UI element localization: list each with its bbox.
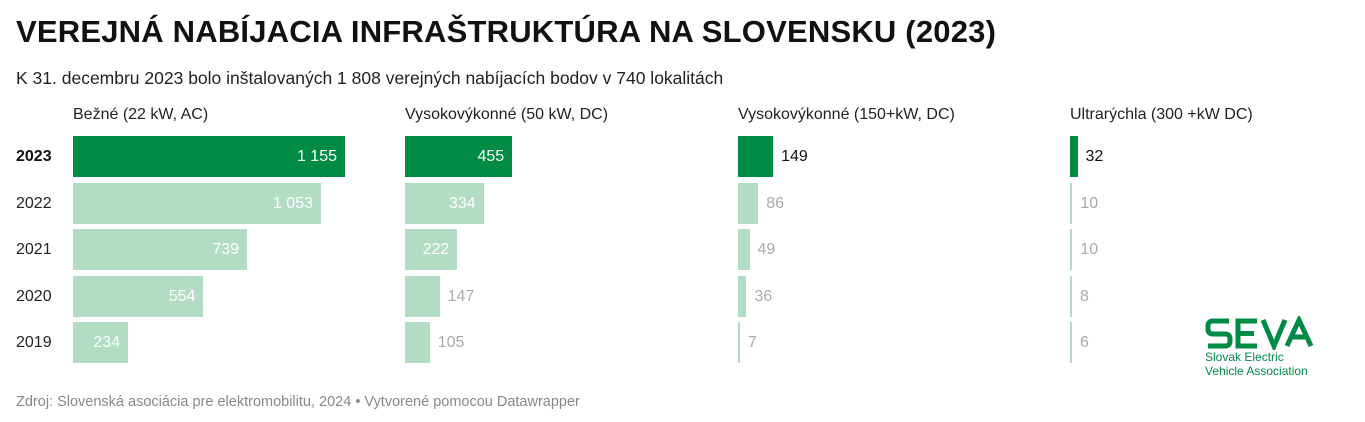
chart-subtitle: K 31. decembru 2023 bolo inštalovaných 1…: [16, 68, 724, 88]
year-label-2020: 2020: [16, 287, 52, 305]
bar-2022: [405, 182, 484, 224]
bar-row-2023: 32: [1070, 136, 1365, 177]
bar-value-label: 10: [1080, 241, 1099, 258]
panel-1: Bežné (22 kW, AC) 1 155 1 053 739 554 234: [73, 106, 373, 366]
bar-2019: [738, 322, 740, 363]
source-note: Zdroj: Slovenská asociácia pre elektromo…: [16, 394, 580, 410]
bar-value-label: 105: [437, 334, 465, 351]
panel-2: Vysokovýkonné (50 kW, DC) 455 334 222 147 105: [405, 106, 705, 366]
bar-row-2022: 10: [1070, 182, 1365, 224]
bar-value-label: 32: [1085, 148, 1104, 165]
bar-2019: [405, 322, 430, 363]
bar-2019: [1070, 322, 1072, 363]
bar-row-2022: 86: [738, 182, 1038, 224]
bar-row-2023: 1 155: [73, 136, 373, 177]
panel-header: Vysokovýkonné (150+kW, DC): [738, 106, 955, 123]
bar-row-2021: 49: [738, 229, 1038, 270]
bar-2020: [1070, 275, 1072, 317]
bar-value-label: 234: [93, 334, 121, 351]
bar-value-label: 1 155: [296, 148, 337, 165]
bar-row-2020: 8: [1070, 275, 1365, 317]
panel-header: Ultrarýchla (300 +kW DC): [1070, 106, 1253, 123]
bar-value-label: 8: [1080, 287, 1089, 305]
bar-value-label: 455: [477, 148, 505, 165]
bar-value-label: 334: [448, 194, 476, 212]
bar-value-label: 49: [757, 241, 776, 258]
panel-4: Ultrarýchla (300 +kW DC) 32 10 10 8 6: [1070, 106, 1365, 366]
bar-value-label: 149: [781, 148, 808, 165]
bar-2021: [738, 229, 750, 270]
bar-row-2022: 1 053: [73, 182, 373, 224]
bar-2020: [738, 275, 747, 317]
bar-value-label: 10: [1080, 194, 1099, 212]
bar-2023: [73, 136, 345, 177]
bar-row-2019: 6: [1070, 322, 1365, 363]
bar-2020: [73, 275, 204, 317]
bar-value-label: 1 053: [272, 194, 313, 212]
logo-text-line-2: Vehicle Association: [1205, 364, 1308, 378]
logo-text-line-1: Slovak Electric: [1205, 350, 1284, 364]
bar-row-2020: 554: [73, 275, 373, 317]
bar-value-label: 36: [754, 287, 773, 305]
bar-value-label: 222: [422, 241, 450, 258]
seva-logo: Slovak Electric Vehicle Association: [1205, 316, 1325, 378]
bar-value-label: 739: [212, 241, 240, 258]
bar-row-2023: 149: [738, 136, 1038, 177]
panel-header: Vysokovýkonné (50 kW, DC): [405, 106, 609, 123]
bar-row-2021: 222: [405, 229, 705, 270]
bar-2022: [738, 182, 759, 224]
year-label-2022: 2022: [16, 194, 52, 212]
year-label-2023: 2023: [16, 148, 52, 165]
bar-row-2019: 105: [405, 322, 705, 363]
bar-2020: [405, 275, 440, 317]
bar-2022: [1070, 182, 1073, 224]
bar-value-label: 147: [447, 287, 475, 305]
bar-2023: [738, 136, 774, 177]
bar-2019: [73, 322, 129, 363]
year-label-2021: 2021: [16, 241, 52, 258]
bar-value-label: 86: [766, 194, 785, 212]
panel-3: Vysokovýkonné (150+kW, DC) 149 86 49 36 7: [738, 106, 1038, 366]
bar-2021: [73, 229, 248, 270]
bar-row-2019: 234: [73, 322, 373, 363]
panel-header: Bežné (22 kW, AC): [73, 106, 209, 123]
bar-2023: [1070, 136, 1078, 177]
bar-row-2021: 10: [1070, 229, 1365, 270]
bar-row-2021: 739: [73, 229, 373, 270]
bar-2022: [73, 182, 321, 224]
bar-row-2023: 455: [405, 136, 705, 177]
bar-row-2019: 7: [738, 322, 1038, 363]
bar-2021: [405, 229, 458, 270]
bar-value-label: 6: [1080, 334, 1089, 351]
chart-title: VEREJNÁ NABÍJACIA INFRAŠTRUKTÚRA NA SLOV…: [16, 14, 997, 49]
bar-value-label: 7: [748, 334, 757, 351]
seva-logo-mark: [1205, 316, 1314, 350]
bar-2021: [1070, 229, 1073, 270]
year-label-2019: 2019: [16, 334, 52, 351]
bar-row-2020: 147: [405, 275, 705, 317]
bar-row-2020: 36: [738, 275, 1038, 317]
bar-2023: [405, 136, 513, 177]
bar-row-2022: 334: [405, 182, 705, 224]
bar-value-label: 554: [168, 287, 196, 305]
